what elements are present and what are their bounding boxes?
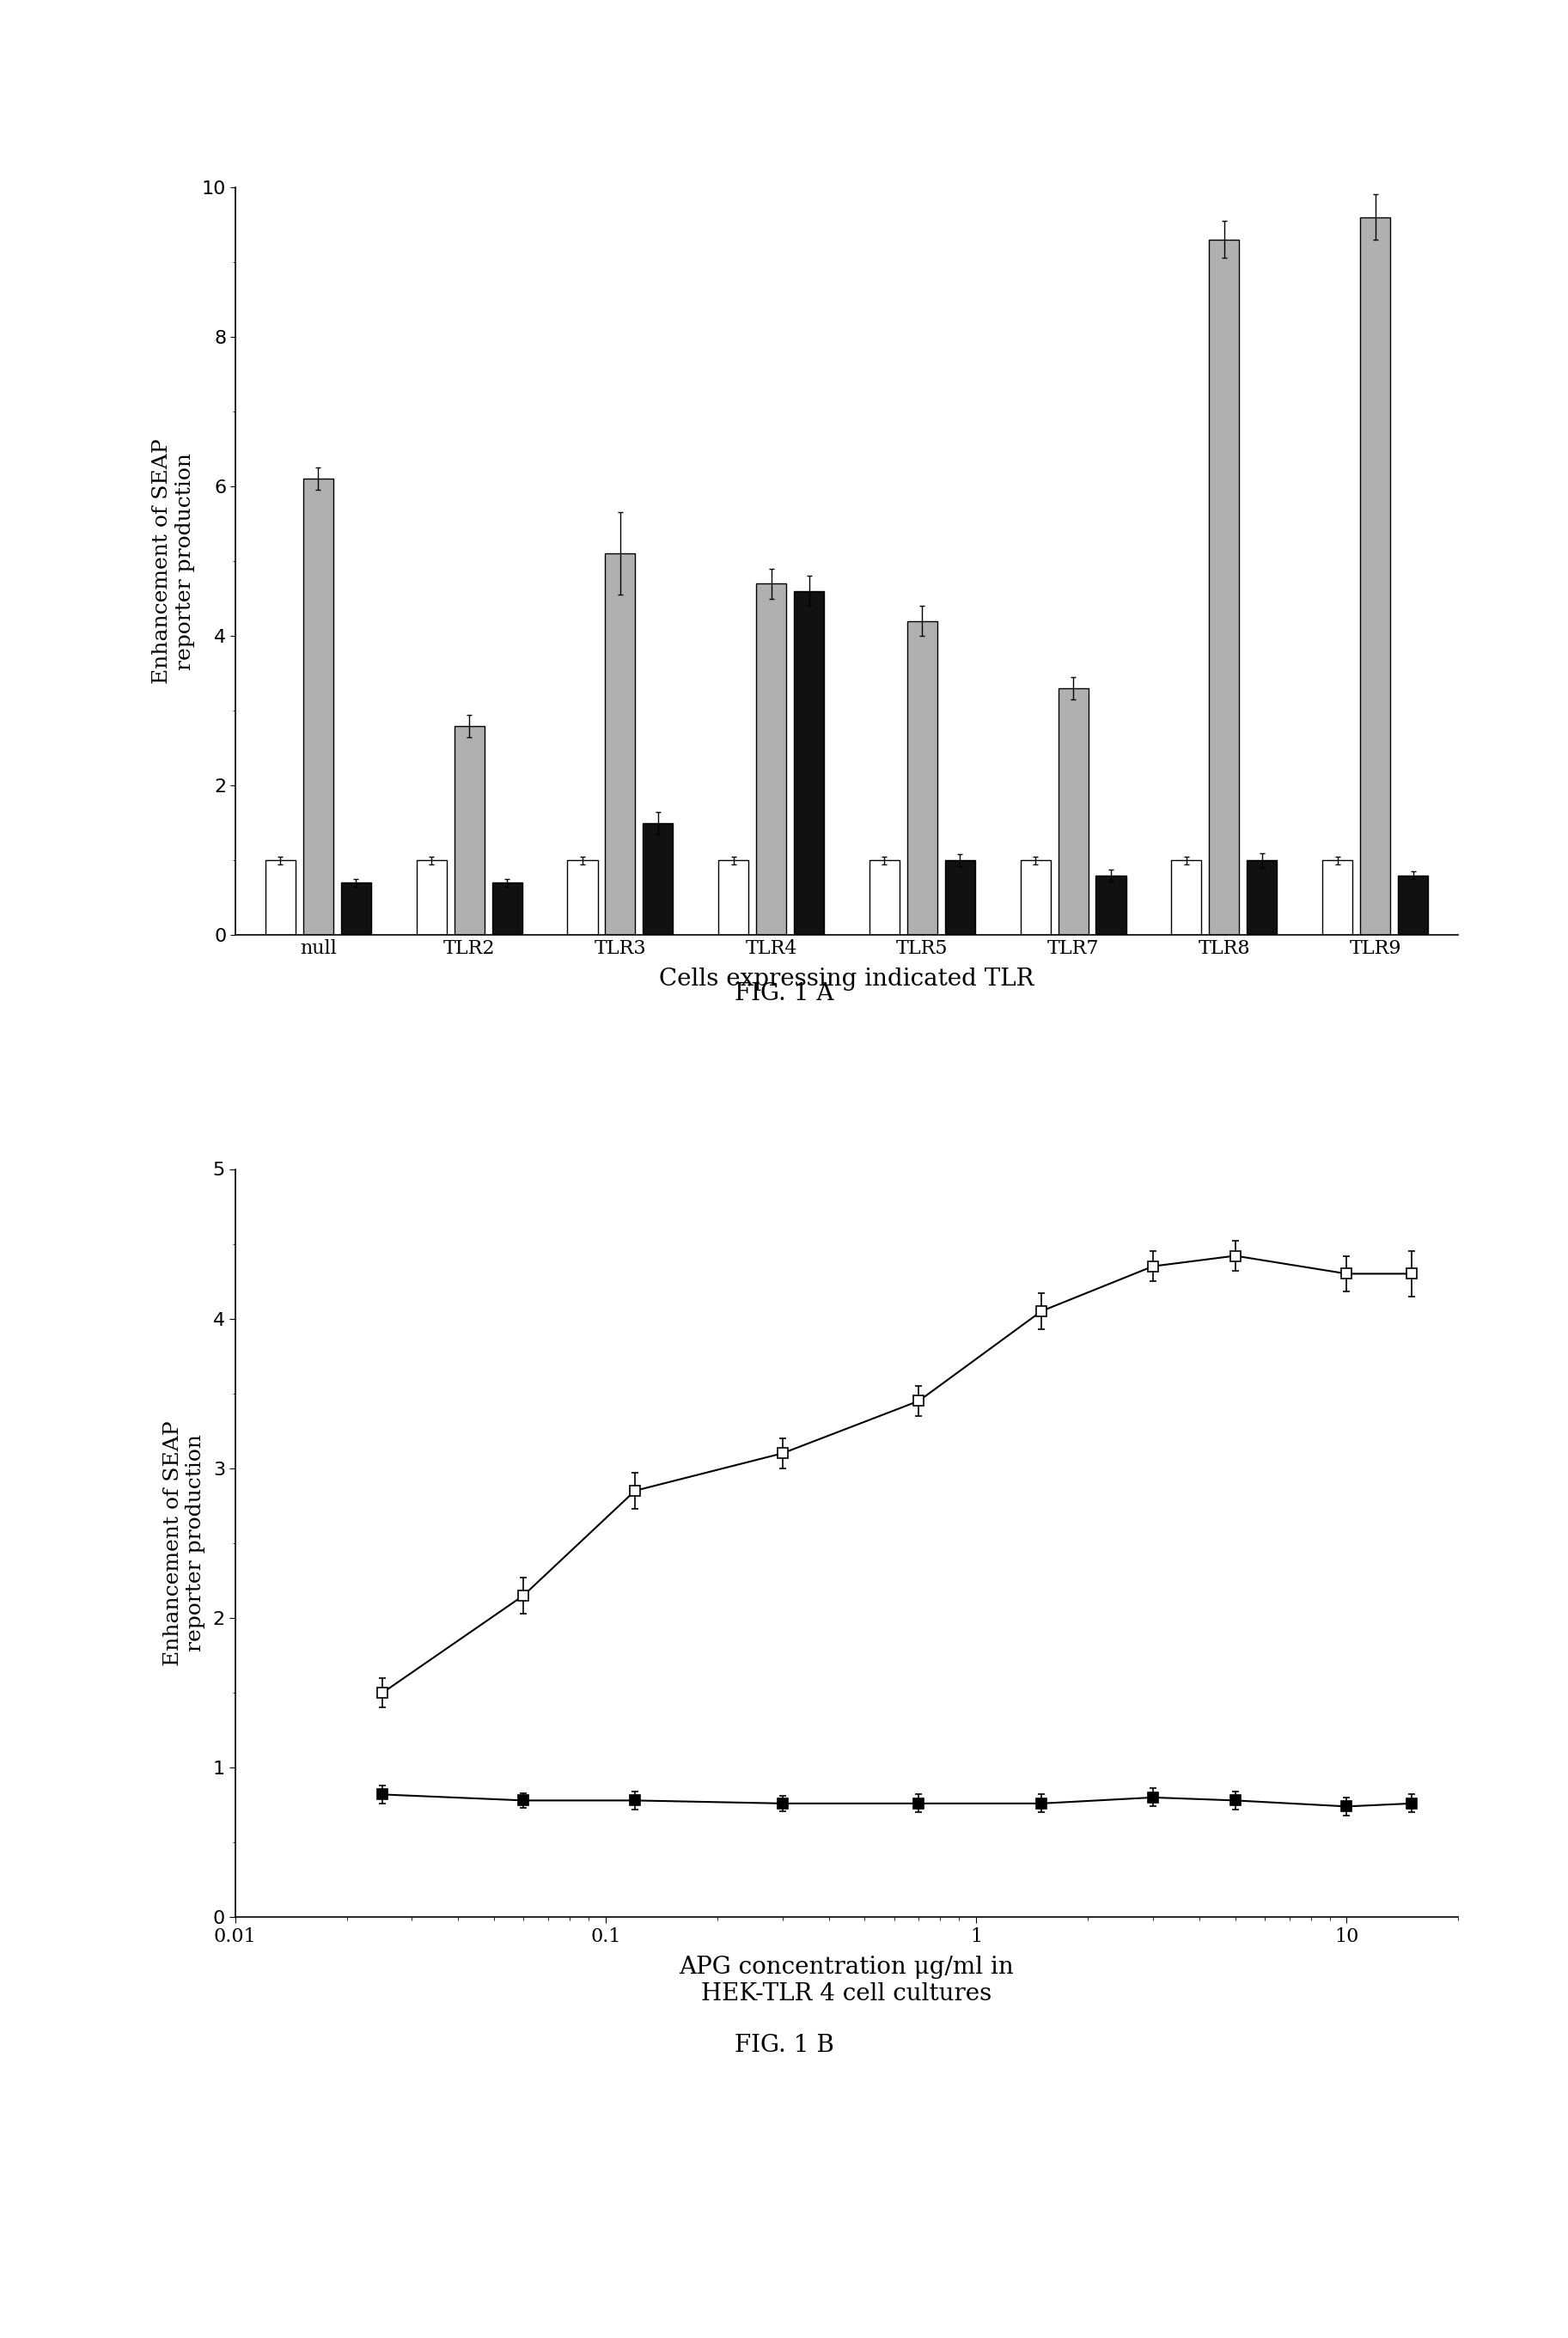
Bar (1171, 860, 1201, 935)
Bar (946, 860, 975, 935)
Bar (869, 860, 900, 935)
X-axis label: APG concentration μg/ml in
HEK-TLR 4 cell cultures: APG concentration μg/ml in HEK-TLR 4 cel… (679, 1957, 1014, 2006)
Bar (1397, 874, 1428, 935)
Bar (1096, 874, 1126, 935)
Bar (718, 860, 748, 935)
Bar (303, 479, 334, 935)
Text: FIG. 1 B: FIG. 1 B (734, 2034, 834, 2057)
Bar (265, 860, 296, 935)
Bar (340, 884, 372, 935)
Y-axis label: Enhancement of SEAP
reporter production: Enhancement of SEAP reporter production (152, 440, 194, 683)
Bar (1209, 238, 1239, 935)
Bar (756, 584, 786, 935)
Bar (455, 725, 485, 935)
Y-axis label: Enhancement of SEAP
reporter production: Enhancement of SEAP reporter production (163, 1422, 205, 1665)
Bar (1359, 217, 1391, 935)
Bar (1247, 860, 1276, 935)
Bar (1021, 860, 1051, 935)
Bar (1058, 687, 1088, 935)
Bar (568, 860, 597, 935)
Bar (605, 554, 635, 935)
Bar (643, 823, 673, 935)
Bar (417, 860, 447, 935)
Bar (793, 592, 825, 935)
Bar (908, 622, 938, 935)
X-axis label: Cells expressing indicated TLR: Cells expressing indicated TLR (659, 968, 1035, 991)
Bar (492, 884, 522, 935)
Bar (1322, 860, 1353, 935)
Text: FIG. 1 A: FIG. 1 A (734, 982, 834, 1005)
